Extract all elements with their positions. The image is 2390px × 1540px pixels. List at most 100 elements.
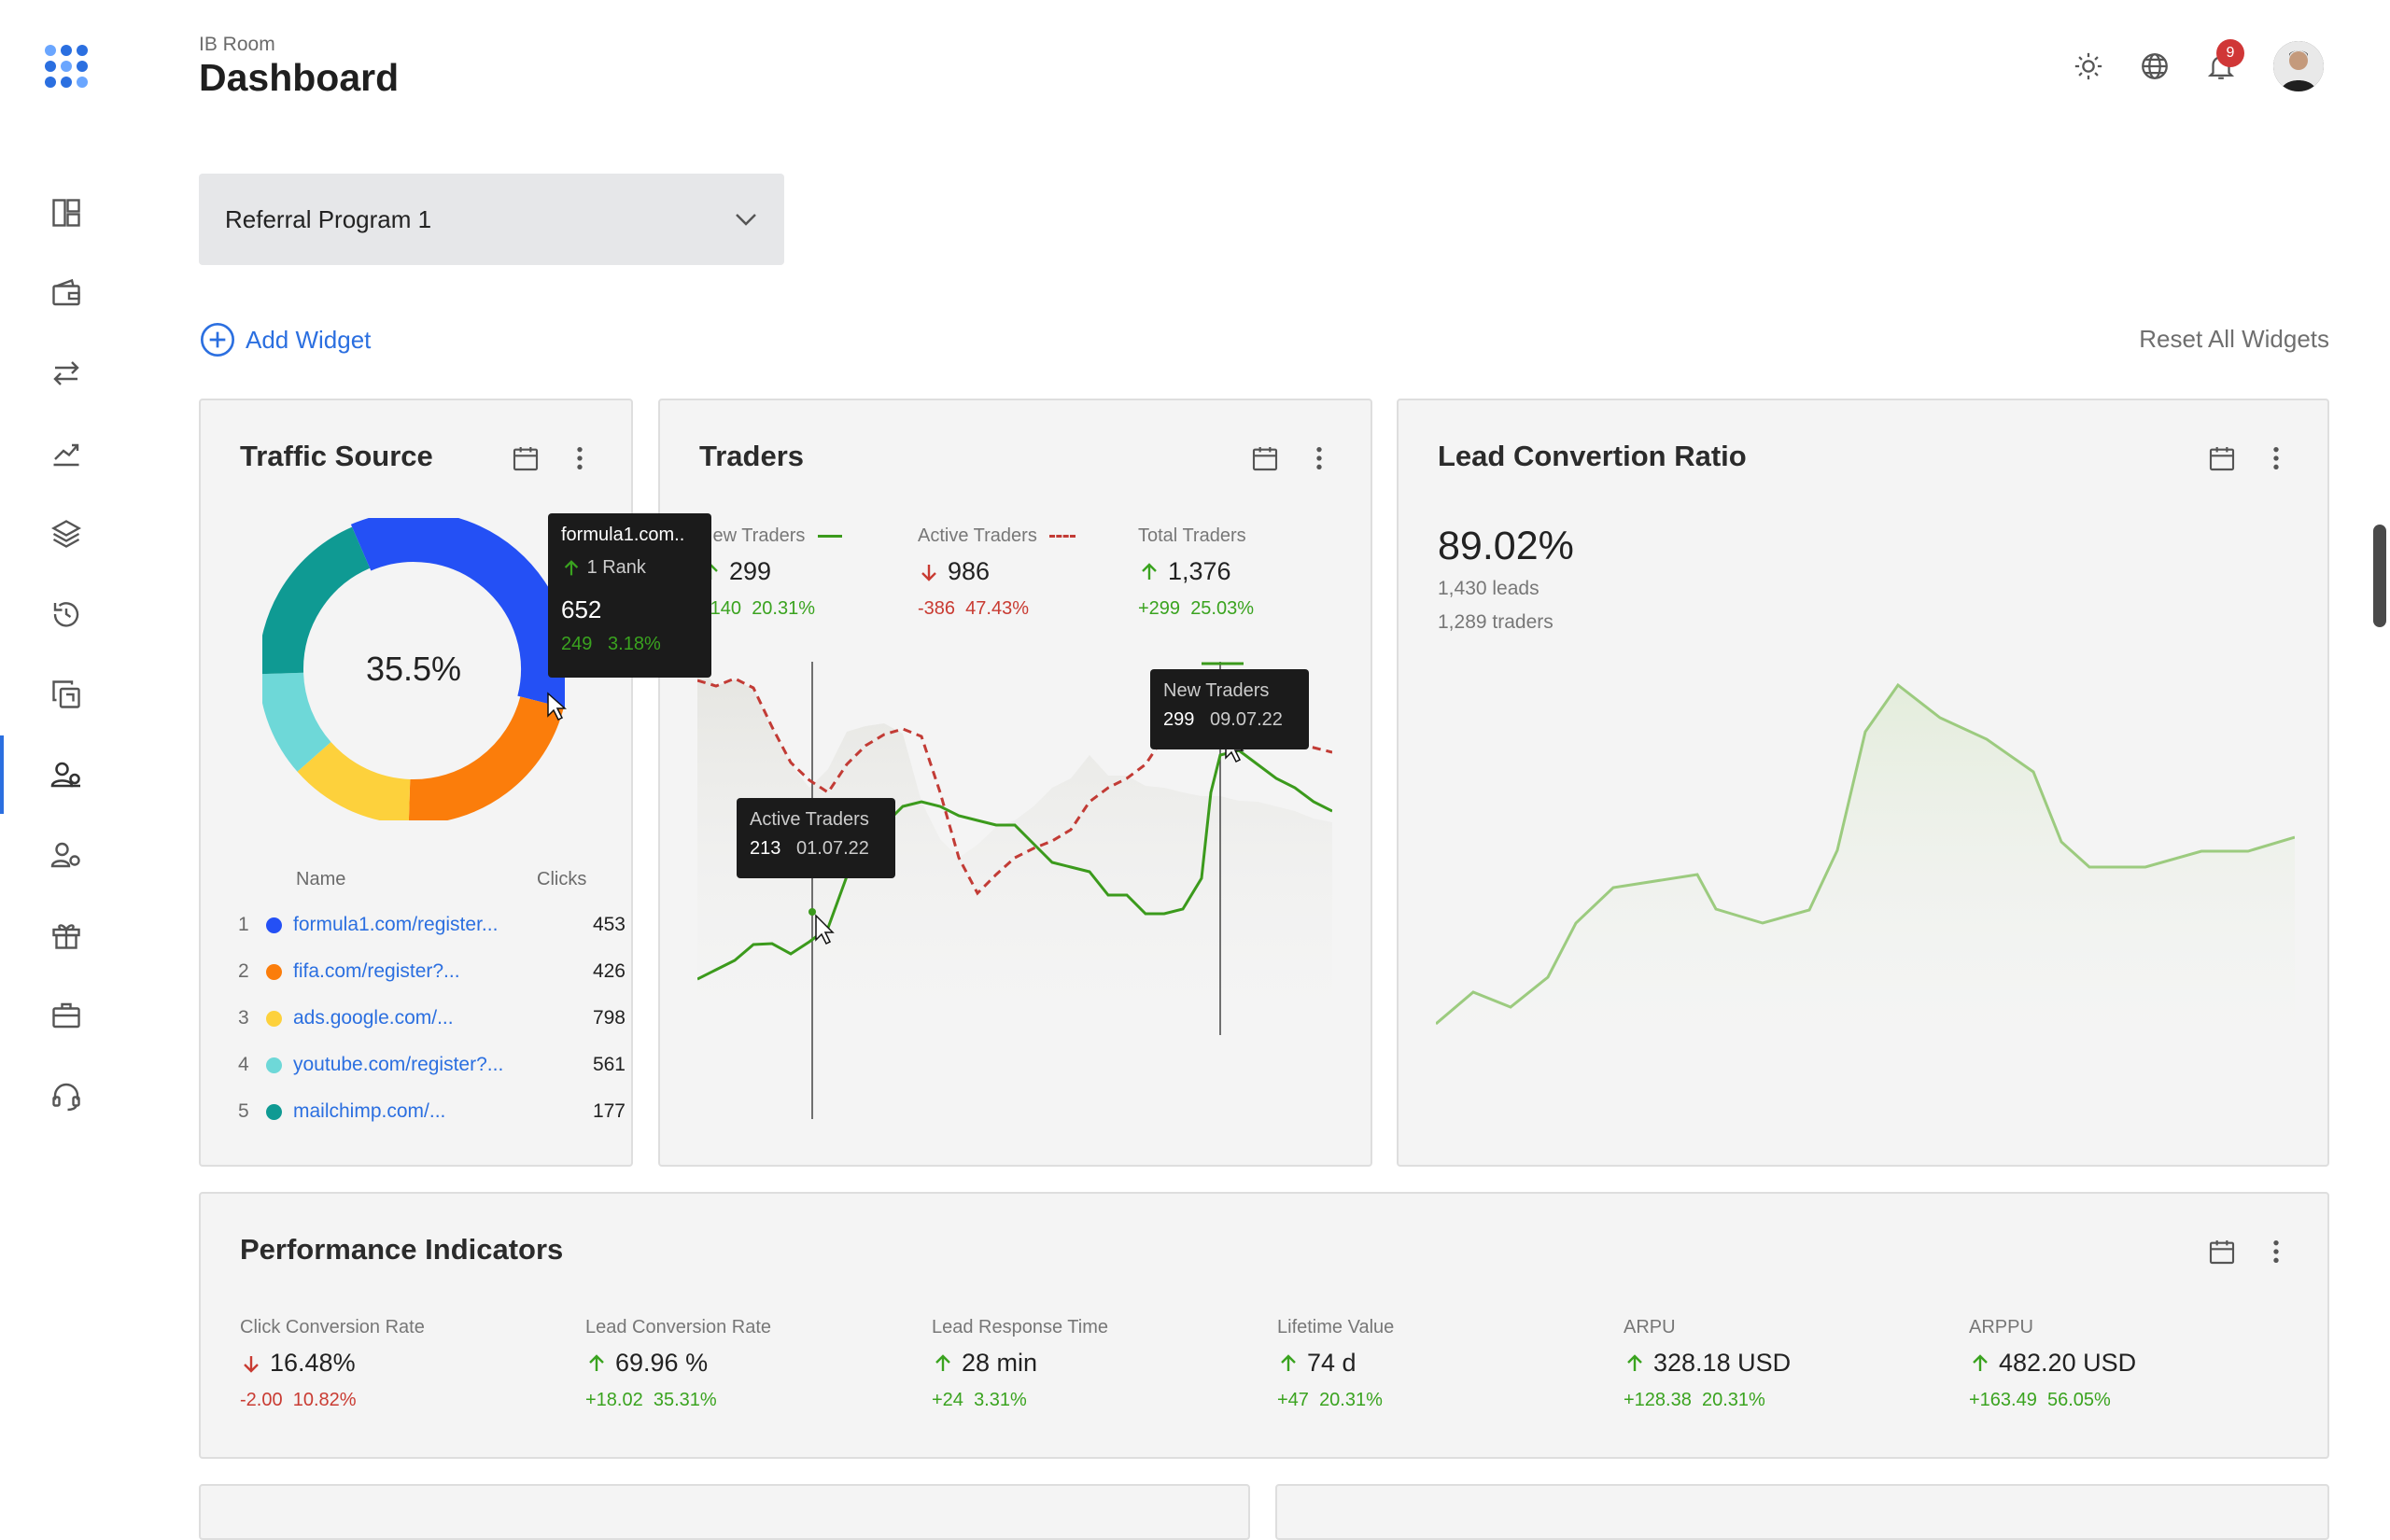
active-traders-line [697, 677, 1332, 896]
calendar-icon[interactable] [1250, 443, 1280, 473]
stat-label: Active Traders [918, 525, 1076, 547]
add-widget-label: Add Widget [246, 325, 372, 354]
row-clicks: 426 [592, 960, 626, 982]
row-index: 4 [238, 1054, 249, 1075]
row-clicks: 561 [592, 1054, 626, 1075]
sidebar [0, 0, 133, 1504]
user-settings-icon [50, 842, 80, 868]
sidebar-item-tools[interactable] [0, 976, 133, 1055]
row-clicks: 798 [592, 1007, 626, 1029]
lead-conversion-area-chart[interactable] [1436, 643, 2295, 1147]
chart-tooltip: New Traders 299 09.07.22 [1150, 669, 1309, 749]
metric-delta: +18.02 35.31% [585, 1390, 717, 1410]
program-select[interactable]: Referral Program 1 [199, 174, 784, 265]
metric-label: Lifetime Value [1277, 1317, 1395, 1337]
calendar-icon[interactable] [2207, 1237, 2237, 1267]
list-item[interactable]: 1 formula1.com/register... 453 [238, 902, 626, 948]
sun-icon[interactable] [2073, 50, 2104, 82]
stat-label: New Traders [699, 525, 842, 547]
copy-icon [52, 680, 80, 708]
row-index: 1 [238, 914, 249, 935]
donut-slice[interactable] [408, 695, 564, 820]
metric-delta: +47 20.31% [1277, 1390, 1383, 1410]
sidebar-item-layers[interactable] [0, 495, 133, 573]
arrow-up-icon [589, 1353, 604, 1371]
metric-delta: -2.00 10.82% [240, 1390, 357, 1410]
gift-icon [52, 924, 80, 949]
row-name-link[interactable]: formula1.com/register... [293, 914, 499, 935]
stat-label: Total Traders [1138, 525, 1246, 546]
lead-area-fill [1436, 685, 2295, 1082]
row-index: 3 [238, 1007, 249, 1029]
donut-slice[interactable] [262, 526, 371, 675]
traffic-donut-chart[interactable] [262, 518, 565, 820]
list-item[interactable]: 2 fifa.com/register?... 426 [238, 948, 626, 995]
stat-delta: -386 47.43% [918, 598, 1029, 619]
sidebar-item-partners[interactable] [0, 735, 133, 814]
list-item[interactable]: 5 mailchimp.com/... 177 [238, 1088, 626, 1135]
stat-value: 299 [699, 557, 771, 586]
wallet-icon [52, 278, 80, 306]
stat-delta: +140 20.31% [699, 598, 816, 619]
column-header-name: Name [296, 869, 346, 889]
donut-slice[interactable] [350, 518, 565, 708]
sidebar-item-transfers[interactable] [0, 334, 133, 413]
row-name-link[interactable]: mailchimp.com/... [293, 1100, 446, 1122]
card-title: Traders [699, 440, 805, 472]
sidebar-item-rewards[interactable] [0, 896, 133, 974]
row-index: 2 [238, 960, 249, 982]
avatar[interactable] [2273, 41, 2324, 91]
arrow-down-icon [921, 564, 936, 581]
sidebar-item-referrals[interactable] [0, 816, 133, 894]
widget-card [199, 1484, 1250, 1540]
row-index: 5 [238, 1100, 249, 1122]
chevron-down-icon [736, 214, 756, 226]
list-item[interactable]: 3 ads.google.com/... 798 [238, 995, 626, 1042]
more-vertical-icon[interactable] [565, 443, 595, 473]
dashboard-icon [52, 199, 80, 227]
arrow-up-icon [1281, 1353, 1296, 1371]
new-traders-line [697, 749, 1332, 981]
calendar-icon[interactable] [2207, 443, 2237, 473]
metric-value: 69.96 % [585, 1349, 708, 1378]
sidebar-item-dashboard[interactable] [0, 174, 133, 252]
add-widget-button[interactable]: Add Widget [199, 321, 371, 358]
cursor-icon [547, 692, 567, 721]
headset-icon [52, 1083, 80, 1112]
donut-center-value: 35.5% [365, 650, 462, 688]
globe-icon[interactable] [2139, 50, 2171, 82]
metric-label: Lead Response Time [932, 1317, 1109, 1337]
donut-slice[interactable] [297, 741, 412, 820]
page-title: Dashboard [199, 56, 400, 99]
reset-widgets-button[interactable]: Reset All Widgets [2139, 325, 2329, 353]
donut-slice[interactable] [262, 671, 331, 772]
sidebar-item-copy[interactable] [0, 655, 133, 734]
sidebar-item-history[interactable] [0, 575, 133, 653]
row-name-link[interactable]: ads.google.com/... [293, 1007, 454, 1029]
plus-circle-icon [201, 323, 234, 357]
arrow-up-icon [564, 559, 579, 575]
sidebar-item-wallet[interactable] [0, 254, 133, 332]
widget-card [1275, 1484, 2329, 1540]
row-clicks: 177 [592, 1100, 626, 1122]
stat-delta: +299 25.03% [1138, 598, 1255, 619]
row-name-link[interactable]: fifa.com/register?... [293, 960, 460, 982]
traders-count: 1,289 traders [1438, 611, 1554, 633]
more-vertical-icon[interactable] [2261, 1237, 2291, 1267]
app-logo[interactable] [43, 43, 90, 90]
chart-tooltip: Active Traders 213 01.07.22 [737, 798, 895, 878]
card-title: Performance Indicators [240, 1233, 564, 1266]
program-select-value: Referral Program 1 [225, 204, 432, 233]
metric-label: Lead Conversion Rate [585, 1317, 772, 1337]
row-name-link[interactable]: youtube.com/register?... [293, 1054, 504, 1075]
chart-trend-icon [53, 443, 79, 467]
sidebar-item-analytics[interactable] [0, 414, 133, 493]
traders-line-chart[interactable] [697, 662, 1332, 1156]
page-scrollbar[interactable] [2373, 525, 2386, 627]
more-vertical-icon[interactable] [1304, 443, 1334, 473]
calendar-icon[interactable] [511, 443, 541, 473]
sidebar-item-support[interactable] [0, 1057, 133, 1135]
arrow-down-icon [244, 1355, 259, 1373]
list-item[interactable]: 4 youtube.com/register?... 561 [238, 1042, 626, 1088]
more-vertical-icon[interactable] [2261, 443, 2291, 473]
